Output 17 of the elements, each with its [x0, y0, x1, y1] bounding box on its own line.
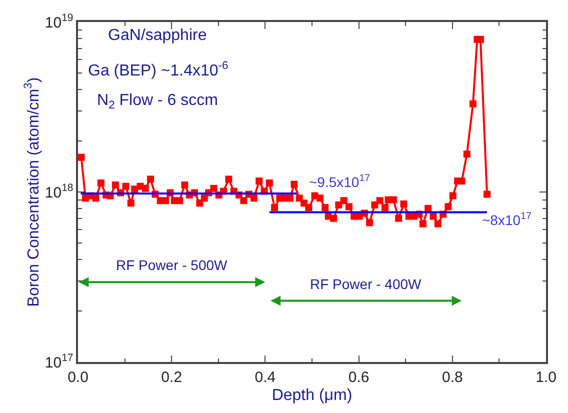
x-tick-label: 1.0 — [536, 368, 556, 386]
y-tick-label: 10$^{18}$ — [44, 182, 74, 202]
y-tick-label: 10$^{19}$ — [44, 12, 74, 32]
x-tick-label: 0.2 — [161, 368, 182, 386]
annotation: RF Power - 500W — [116, 257, 228, 273]
x-axis-title: Depth (μm) — [272, 386, 352, 404]
x-tick-label: 0.8 — [442, 368, 463, 386]
annotation: ~9.5x10$^{17}$ — [309, 173, 370, 190]
annotation: GaN/sapphire — [108, 27, 207, 44]
x-tick-label: 0.4 — [254, 368, 276, 386]
annotation: N$_{2}$ Flow - 6 sccm — [97, 92, 218, 112]
annotation: Ga (BEP) ~1.4x10$^{-6}$ — [88, 60, 228, 80]
annotation: RF Power - 400W — [310, 276, 422, 292]
y-tick-label: 10$^{17}$ — [44, 352, 74, 372]
annotation: ~8x10$^{17}$ — [482, 211, 532, 228]
x-tick-label: 0.6 — [348, 368, 370, 386]
x-tick-label: 0.0 — [68, 368, 88, 386]
